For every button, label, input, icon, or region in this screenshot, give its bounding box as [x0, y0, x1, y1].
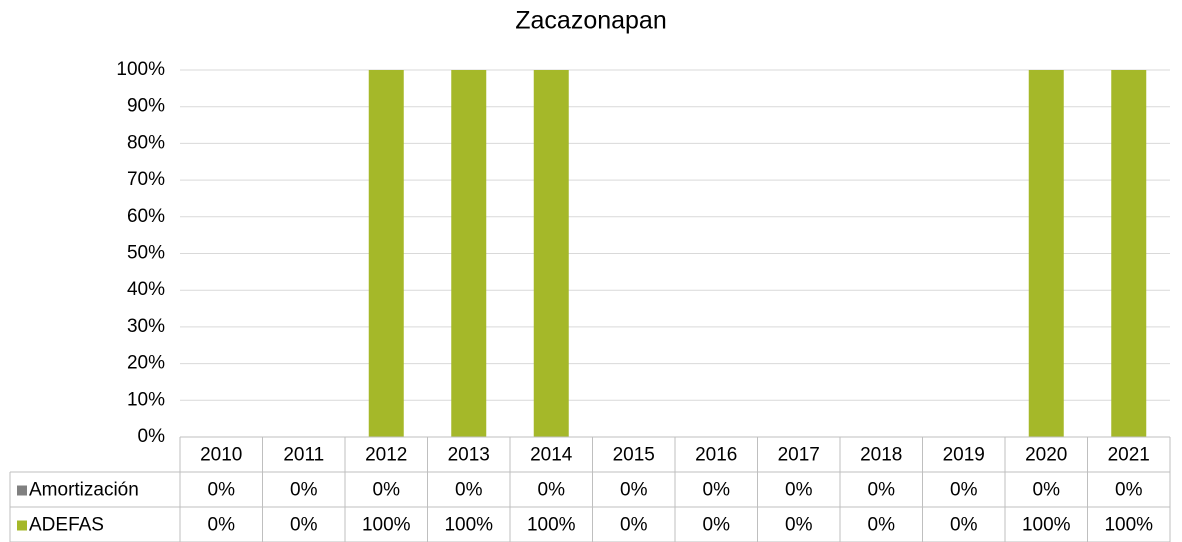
- x-tick-label: 2017: [778, 445, 820, 466]
- x-tick-label: 2010: [200, 445, 242, 466]
- data-label: 100%: [444, 515, 493, 536]
- legend-key: [17, 485, 27, 496]
- data-label: 0%: [868, 515, 896, 536]
- x-tick-label: 2018: [860, 445, 902, 466]
- y-tick-label: 90%: [127, 96, 165, 117]
- data-label: 100%: [1022, 515, 1071, 536]
- data-label: 0%: [208, 515, 236, 536]
- data-label: 0%: [455, 480, 483, 501]
- bar-segment: [533, 70, 569, 437]
- x-tick-label: 2012: [365, 445, 407, 466]
- y-tick-label: 30%: [127, 316, 165, 337]
- data-label: 0%: [538, 480, 566, 501]
- y-tick-label: 80%: [127, 132, 165, 153]
- y-tick-label: 70%: [127, 169, 165, 190]
- bar-segment: [451, 70, 487, 437]
- data-label: 0%: [1115, 480, 1143, 501]
- legend-label: ADEFAS: [29, 515, 104, 536]
- data-label: 0%: [703, 515, 731, 536]
- data-label: 0%: [290, 515, 318, 536]
- y-tick-label: 10%: [127, 389, 165, 410]
- data-label: 0%: [620, 515, 648, 536]
- x-tick-label: 2020: [1025, 445, 1067, 466]
- legend-label: Amortización: [29, 480, 139, 501]
- data-label: 100%: [1104, 515, 1153, 536]
- data-label: 0%: [703, 480, 731, 501]
- data-label: 100%: [527, 515, 576, 536]
- bar-segment: [1111, 70, 1147, 437]
- data-label: 0%: [785, 515, 813, 536]
- y-tick-label: 50%: [127, 243, 165, 264]
- data-label: 100%: [362, 515, 411, 536]
- data-label: 0%: [950, 515, 978, 536]
- x-tick-label: 2014: [530, 445, 573, 466]
- x-tick-label: 2016: [695, 445, 737, 466]
- data-label: 0%: [785, 480, 813, 501]
- bar-segment: [368, 70, 404, 437]
- x-tick-label: 2019: [943, 445, 985, 466]
- x-tick-label: 2021: [1108, 445, 1150, 466]
- data-label: 0%: [868, 480, 896, 501]
- data-label: 0%: [290, 480, 318, 501]
- x-tick-label: 2015: [613, 445, 655, 466]
- data-label: 0%: [1033, 480, 1061, 501]
- data-label: 0%: [208, 480, 236, 501]
- bar-segment: [1028, 70, 1064, 437]
- y-tick-label: 40%: [127, 279, 165, 300]
- data-label: 0%: [373, 480, 401, 501]
- x-tick-label: 2011: [283, 445, 324, 466]
- y-tick-label: 20%: [127, 353, 165, 374]
- legend-key: [17, 520, 27, 531]
- y-tick-label: 0%: [138, 426, 166, 447]
- y-tick-label: 60%: [127, 206, 165, 227]
- data-label: 0%: [950, 480, 978, 501]
- chart-title: Zacazonapan: [515, 7, 667, 35]
- x-tick-label: 2013: [448, 445, 490, 466]
- data-label: 0%: [620, 480, 648, 501]
- y-tick-label: 100%: [116, 59, 165, 80]
